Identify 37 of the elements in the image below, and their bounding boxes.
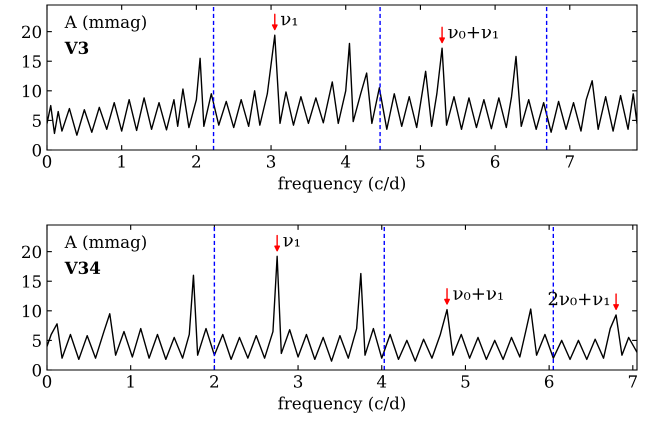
- text: V34: [64, 262, 100, 274]
- x-tick-label: 3: [294, 375, 302, 388]
- y-tick-label: 15: [22, 55, 41, 68]
- annotation: ν₀+ν₁: [453, 288, 503, 300]
- annotation: ν₁: [283, 237, 300, 247]
- x-tick-label: 0: [42, 375, 52, 388]
- y-tick-label: 20: [22, 246, 42, 258]
- y-tick-label: 10: [22, 84, 42, 98]
- x-tick-label: 7: [628, 375, 637, 388]
- text: V3: [64, 42, 88, 54]
- y-tick-label: 0: [32, 364, 42, 377]
- x-tick-label: 3: [267, 155, 276, 168]
- x-tick-label: 6: [490, 155, 500, 168]
- x-tick-label: 2: [192, 155, 200, 168]
- x-tick-label: 5: [416, 155, 424, 168]
- y-axis-title: A (mmag): [64, 235, 146, 252]
- y-tick-label: 15: [22, 275, 41, 288]
- x-tick-label: 2: [210, 375, 218, 388]
- y-axis-title: A (mmag): [64, 15, 146, 32]
- y-tick-label: 5: [32, 114, 41, 127]
- x-tick-label: 5: [462, 375, 470, 388]
- y-tick-label: 0: [32, 144, 42, 157]
- x-tick-label: 0: [42, 155, 52, 168]
- x-tick-label: 1: [127, 375, 134, 388]
- x-tick-label: 1: [118, 155, 125, 168]
- x-tick-label: 7: [566, 155, 574, 168]
- x-tick-label: 4: [340, 155, 350, 168]
- annotation: ν₀+ν₁: [448, 26, 498, 39]
- x-axis-title: frequency (c/d): [278, 396, 406, 413]
- annotation: 2ν₀+ν₁: [548, 292, 610, 306]
- x-axis-title: frequency (c/d): [278, 176, 406, 193]
- y-tick-label: 10: [22, 304, 42, 318]
- y-tick-label: 20: [22, 26, 42, 38]
- x-tick-label: 6: [544, 375, 554, 388]
- x-tick-label: 4: [376, 375, 386, 388]
- annotation: ν₁: [280, 16, 298, 26]
- y-tick-label: 5: [32, 334, 41, 347]
